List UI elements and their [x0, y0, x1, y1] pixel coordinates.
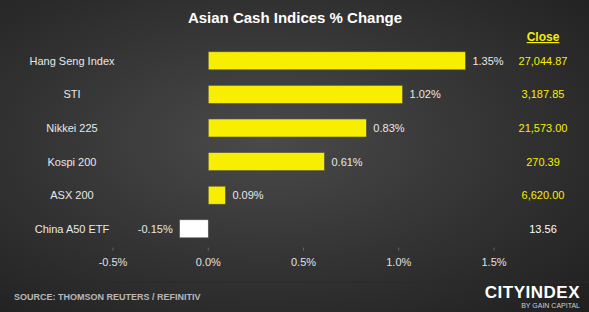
- category-label: Hang Seng Index: [29, 55, 115, 67]
- close-value: 270.39: [526, 156, 560, 168]
- bars: [180, 52, 466, 238]
- bar: [208, 119, 366, 137]
- data-label: 0.09%: [232, 189, 263, 201]
- title: Asian Cash Indices % Change: [188, 9, 402, 26]
- category-label: ASX 200: [50, 189, 93, 201]
- tick-mark: [113, 248, 114, 251]
- tick-mark: [303, 248, 304, 251]
- category-label: Nikkei 225: [46, 122, 97, 134]
- data-label: 1.35%: [472, 55, 503, 67]
- tick-label: 0.5%: [291, 256, 316, 268]
- category-label: Kospi 200: [48, 156, 97, 168]
- brand-sub: BY GAIN CAPITAL: [521, 302, 580, 309]
- tick-label: 1.0%: [386, 256, 411, 268]
- close-value: 21,573.00: [519, 122, 568, 134]
- close-value: 27,044.87: [519, 55, 568, 67]
- source: SOURCE: THOMSON REUTERS / REFINITIV: [14, 292, 201, 302]
- bar: [208, 85, 402, 103]
- data-label: -0.15%: [138, 223, 173, 235]
- chart: Asian Cash Indices % Change Close Hang Sen…: [0, 0, 589, 312]
- data-label: 0.61%: [331, 156, 362, 168]
- data-label: 0.83%: [373, 122, 404, 134]
- tick-label: 1.5%: [481, 256, 506, 268]
- close-value: 13.56: [529, 223, 557, 235]
- tick-label: -0.5%: [99, 256, 128, 268]
- bar: [208, 52, 465, 70]
- close-value: 6,620.00: [522, 189, 565, 201]
- tick-mark: [398, 248, 399, 251]
- tick-mark: [208, 248, 209, 251]
- category-label: STI: [63, 88, 80, 100]
- tick-mark: [494, 248, 495, 251]
- data-label: 1.02%: [410, 88, 441, 100]
- bar: [208, 186, 225, 204]
- tick-label: 0.0%: [196, 256, 221, 268]
- brand: CITYINDEX: [485, 283, 580, 302]
- close-header: Close: [527, 30, 560, 44]
- close-value: 3,187.85: [522, 88, 565, 100]
- bar: [180, 220, 209, 238]
- bar: [208, 153, 324, 171]
- category-label: China A50 ETF: [35, 223, 110, 235]
